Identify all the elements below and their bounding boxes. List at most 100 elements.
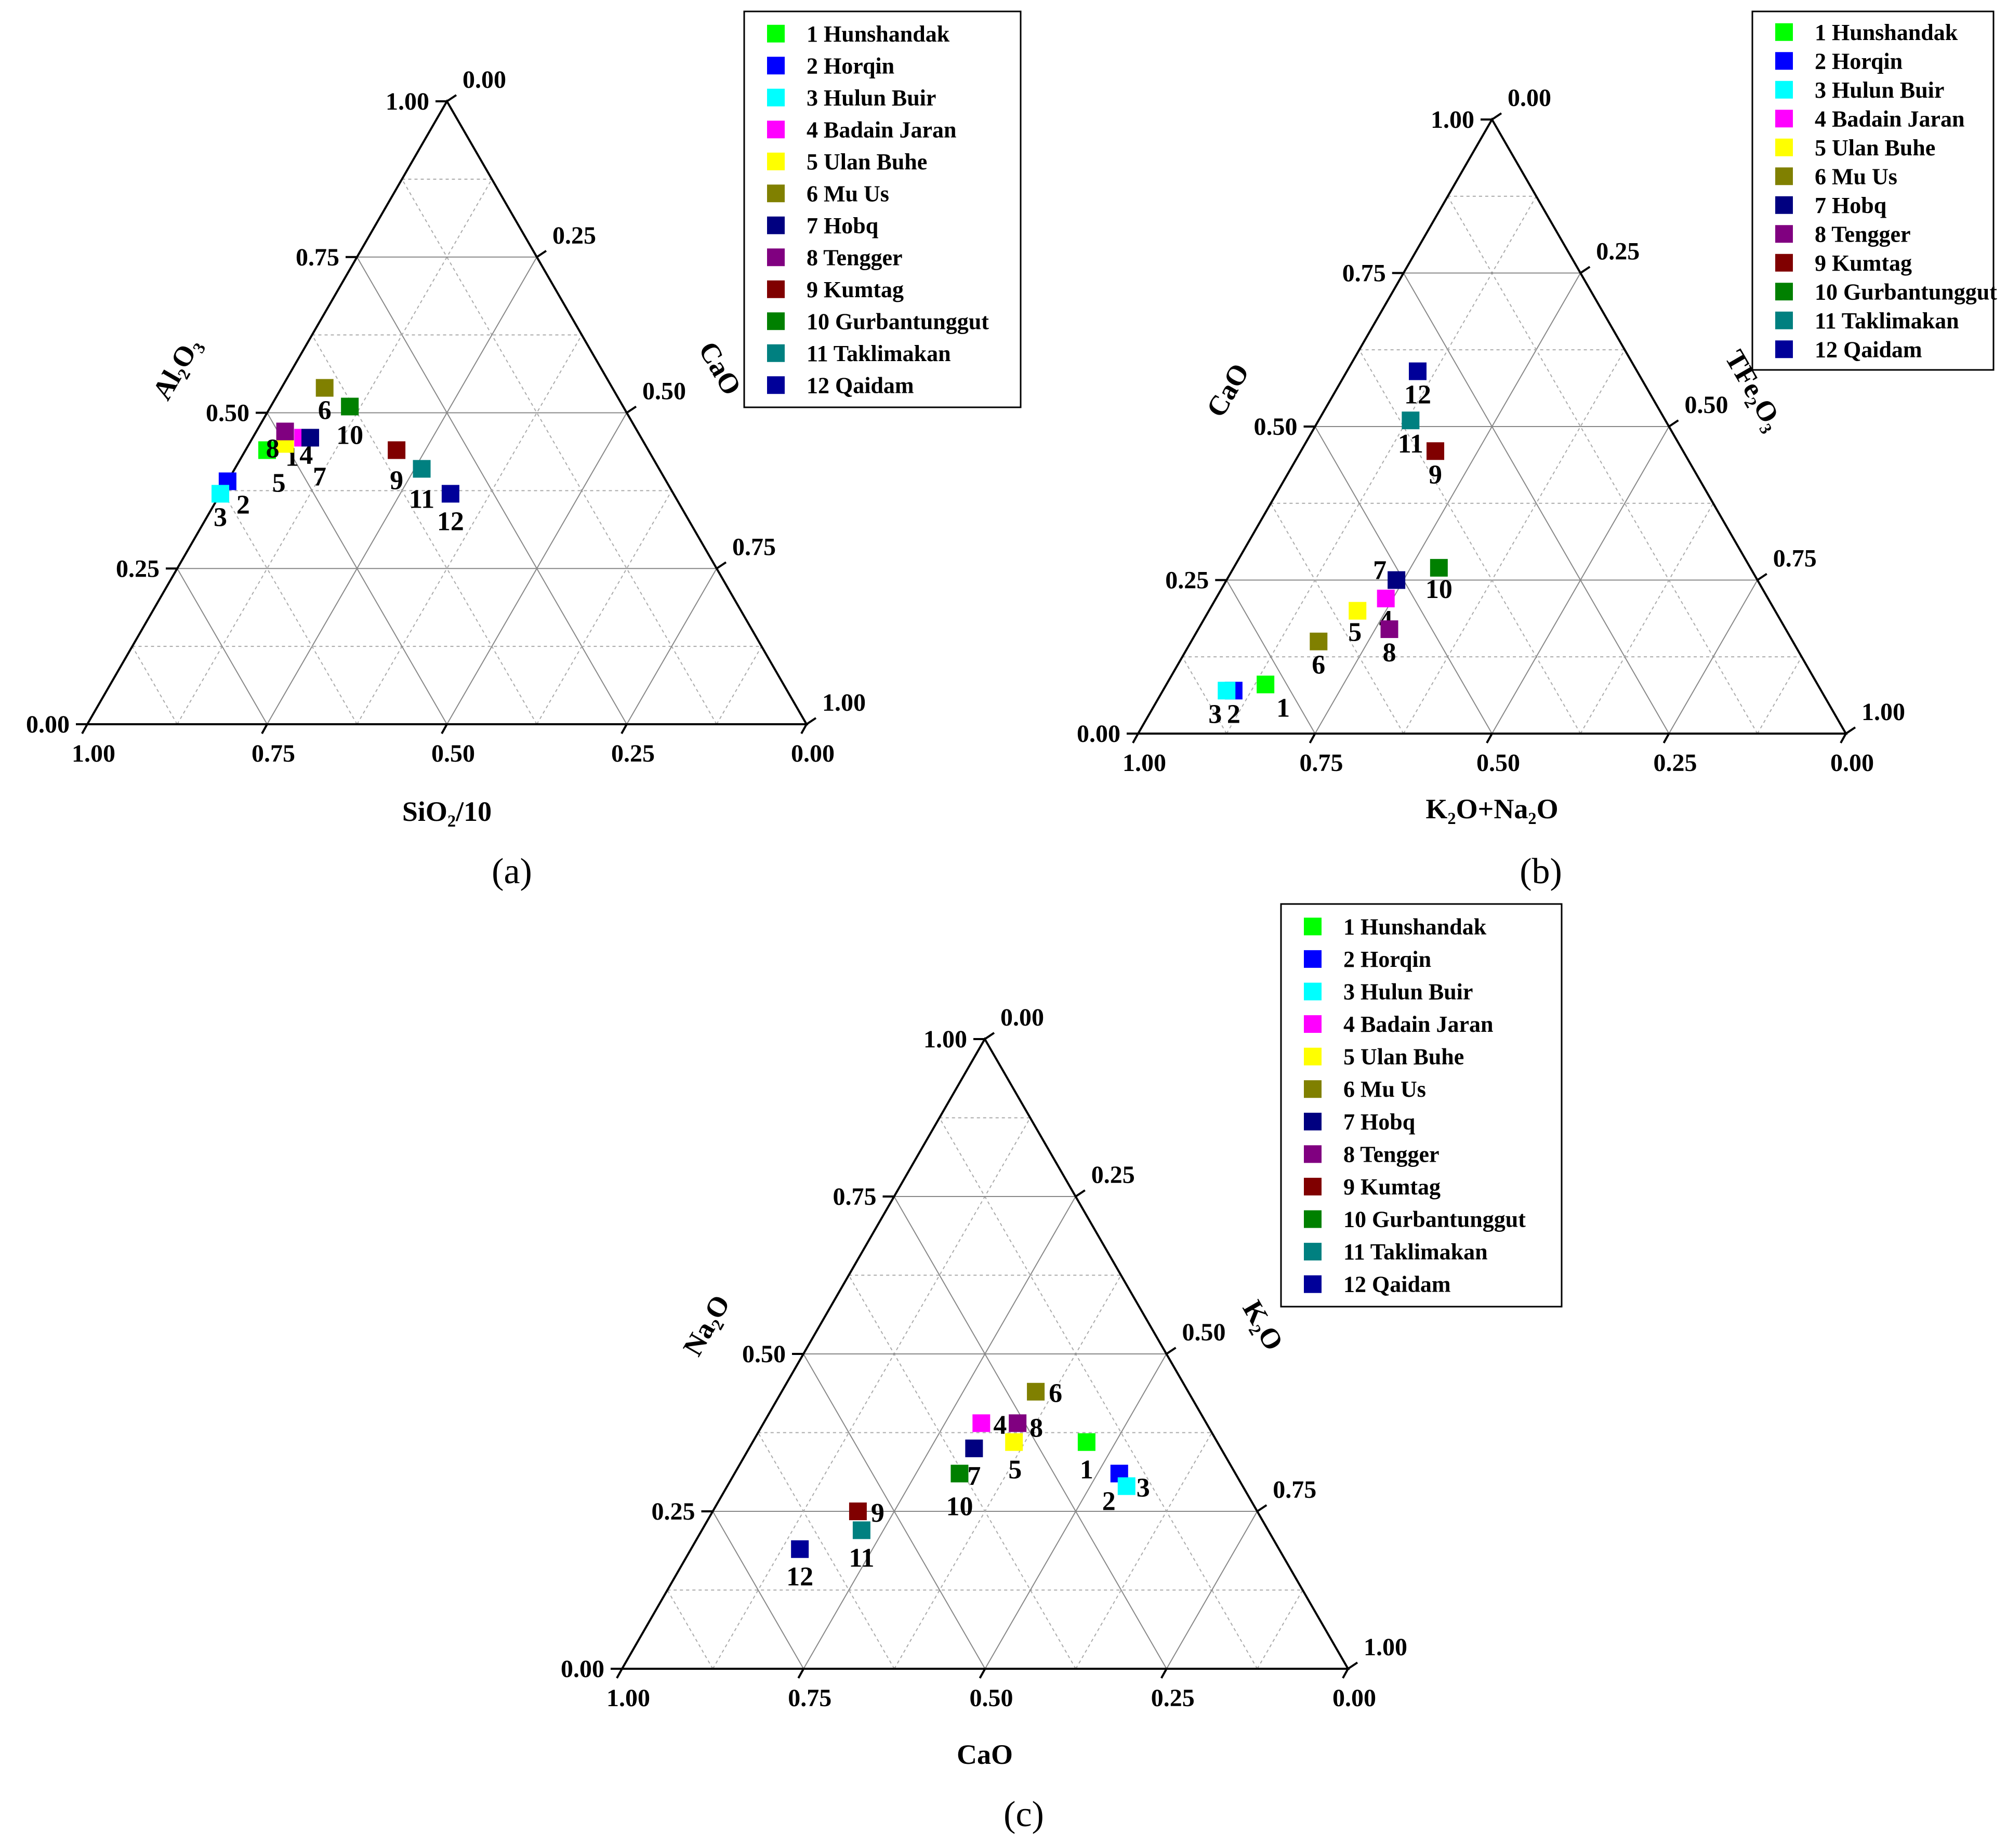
data-point-11 [413,460,431,478]
data-point-label-12: 12 [786,1562,813,1592]
data-point-9 [1427,442,1445,460]
legend-swatch [1775,311,1793,329]
grid-line [221,490,358,725]
grid-line [1182,656,1227,734]
bottom-axis-tick-label: 0.75 [252,740,295,767]
legend-swatch [1304,1275,1322,1293]
data-point-9 [388,441,406,459]
tick-mark [1132,733,1139,743]
left-axis-tick-label: 0.50 [206,400,249,427]
legend-label: 1 Hunshandak [807,21,950,47]
tick-mark [1075,1189,1086,1198]
data-point-4 [1377,589,1395,607]
legend-label: 9 Kumtag [1343,1174,1441,1200]
tick-mark [1491,112,1502,121]
grid-line [267,413,447,725]
right-axis-tick-label: 0.75 [732,533,776,561]
data-point-label-6: 6 [318,396,332,426]
bottom-axis-tick-label: 0.00 [1830,749,1874,777]
grid-line [1491,426,1670,734]
right-axis-tick-label: 0.00 [1508,84,1551,112]
bottom-axis-title: CaO [957,1739,1013,1770]
data-point-label-3: 3 [214,502,227,532]
data-point-6 [315,379,334,397]
left-axis-title: Al₂O₃ [146,331,206,405]
legend-swatch [1304,918,1322,936]
right-axis-tick-label: 0.00 [1000,1004,1044,1031]
tick-mark [1257,1504,1267,1512]
data-point-label-1: 1 [1080,1455,1093,1485]
grid-line [893,1196,1167,1669]
tick-mark [616,1668,623,1679]
bottom-axis-title: SiO₂/10 [402,796,492,827]
grid-line [803,1353,986,1669]
legend-frame [1280,903,1563,1308]
data-point-12 [791,1540,809,1558]
legend-swatch [1304,1112,1322,1131]
legend-label: 7 Hobq [807,213,879,238]
grid-line [984,1353,1167,1669]
legend-label: 10 Gurbantunggut [1343,1207,1526,1232]
right-axis-tick-label: 0.25 [552,222,596,249]
bottom-axis-title: K₂O+Na₂O [1425,793,1558,825]
data-point-3 [212,485,230,503]
tick-mark [716,561,727,569]
right-axis-tick-label: 0.75 [1273,1476,1316,1504]
legend-swatch [1775,225,1793,243]
grid-line [1270,503,1404,734]
data-point-label-9: 9 [390,466,403,495]
grid-line [667,1590,714,1669]
legend-label: 12 Qaidam [1815,337,1922,362]
bottom-axis-tick-label: 0.50 [1476,749,1520,777]
left-axis-tick-label: 0.50 [742,1340,786,1368]
legend-label: 1 Hunshandak [1343,914,1487,939]
data-point-label-4: 4 [993,1410,1007,1440]
legend-swatch [767,57,785,75]
grid-line [1403,349,1626,734]
grid-line [757,1432,895,1669]
legend-label: 4 Badain Jaran [1815,106,1965,131]
data-point-8 [276,422,294,441]
legend-frame [1751,10,1995,371]
grid-lines [1182,195,1802,734]
data-point-label-8: 8 [266,434,280,463]
data-point-10 [341,397,359,416]
legend-swatch [767,216,785,234]
legend-swatch [1304,982,1322,1001]
tick-mark [626,405,637,414]
grid-lines [667,1117,1303,1669]
data-point-label-12: 12 [437,507,464,536]
legend-label: 3 Hulun Buir [807,85,936,111]
data-point-label-6: 6 [1312,650,1325,680]
bottom-axis-tick-label: 0.50 [431,740,475,767]
data-point-label-9: 9 [1429,460,1442,489]
grid-lines [131,178,762,725]
tick-mark [261,724,268,734]
legend-swatch [767,280,785,298]
tick-labels: 0.000.001.000.250.250.750.500.500.500.75… [1077,84,1905,777]
legend-label: 12 Qaidam [807,373,914,398]
legend-swatch [767,24,785,43]
data-point-label-10: 10 [1425,575,1453,604]
data-point-label-8: 8 [1029,1413,1043,1443]
panel-c-ternary: 0.000.001.000.250.250.750.500.500.500.75… [561,903,1563,1834]
data-point-label-10: 10 [946,1492,973,1521]
left-axis-tick-label: 1.00 [1431,106,1474,134]
data-point-5 [1349,602,1367,620]
legend-label: 7 Hobq [1815,193,1887,218]
left-axis-tick-label: 0.75 [296,244,339,271]
tick-mark [1347,1661,1358,1670]
legend-label: 7 Hobq [1343,1109,1416,1135]
legend-label: 11 Taklimakan [1815,308,1959,334]
legend-label: 6 Mu Us [1343,1076,1426,1102]
grid-line [939,1118,1258,1669]
tick-mark [797,1668,804,1679]
data-point-5 [1005,1433,1023,1451]
grid-line [1226,580,1316,734]
legend-frame [743,10,1022,408]
tick-mark [1309,733,1316,743]
left-axis-tick-label: 0.00 [1077,720,1120,748]
left-axis-tick-label: 1.00 [386,88,429,115]
legend-swatch [767,312,785,330]
bottom-axis-tick-label: 0.25 [611,740,655,767]
